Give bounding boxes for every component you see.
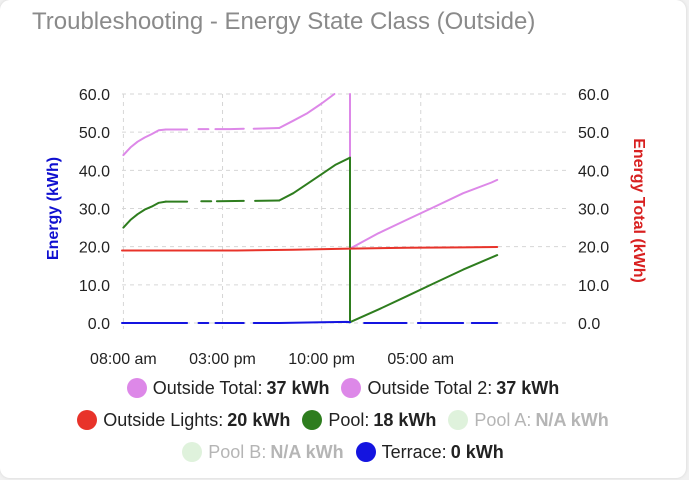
y-left-tick-label: 10.0 — [79, 278, 110, 295]
legend-value: 0 kWh — [450, 441, 504, 462]
legend-value: N/A kWh — [535, 409, 609, 430]
legend-row: Pool B: N/A kWh Terrace: 0 kWh — [0, 436, 686, 468]
series-line-pool — [278, 156, 351, 202]
legend-label: Outside Total: — [152, 377, 263, 398]
y-right-tick-label: 30.0 — [578, 202, 609, 219]
legend-value: 37 kWh — [266, 377, 330, 398]
series-line-outside-total — [122, 128, 167, 157]
series-line-pool — [349, 254, 499, 324]
legend-swatch — [77, 410, 98, 430]
x-tick-label: 05:00 am — [387, 351, 454, 368]
y-left-tick-label: 0.0 — [88, 316, 110, 333]
series-line-outside-total — [252, 127, 281, 130]
series-line-terrace — [252, 320, 351, 324]
legend-value: 37 kWh — [496, 377, 560, 398]
series-line-outside-lights — [121, 246, 499, 252]
y-right-tick-label: 40.0 — [578, 163, 609, 180]
legend-swatch — [126, 378, 147, 398]
legend-label: Outside Lights: — [103, 409, 224, 430]
chart-legend: Outside Total: 37 kWh Outside Total 2: 37 k… — [0, 372, 686, 468]
legend-label: Pool A: — [474, 409, 532, 430]
series-line-pool — [122, 200, 167, 229]
y-right-tick-label: 10.0 — [578, 278, 609, 295]
legend-item-pool[interactable]: Pool: 18 kWh — [302, 410, 436, 431]
card-title: Troubleshooting - Energy State Class (Ou… — [32, 8, 536, 35]
legend-swatch — [448, 410, 469, 430]
y-right-tick-label: 50.0 — [578, 125, 609, 142]
legend-label: Terrace: — [381, 441, 447, 462]
legend-row: Outside Lights: 20 kWh Pool: 18 kWh Pool A: N… — [0, 404, 686, 436]
y-left-tick-label: 40.0 — [79, 163, 110, 180]
legend-item-outside-lights[interactable]: Outside Lights: 20 kWh — [77, 410, 290, 431]
legend-value: N/A kWh — [270, 441, 344, 462]
legend-swatch — [302, 410, 323, 430]
y-right-tick-label: 20.0 — [578, 240, 609, 257]
legend-label: Outside Total 2: — [367, 377, 493, 398]
y-right-axis-title: Energy Total (kWh) — [630, 138, 647, 283]
legend-row: Outside Total: 37 kWh Outside Total 2: 37 k… — [0, 372, 686, 404]
legend-swatch — [355, 442, 376, 462]
y-right-tick-label: 60.0 — [578, 87, 609, 104]
y-left-tick-label: 30.0 — [79, 202, 110, 219]
line-chart[interactable]: 0.0 0.0 10.0 10.0 20.0 20.0 30.0 30.0 40.0 40.0 50… — [0, 0, 686, 372]
y-left-tick-label: 50.0 — [79, 125, 110, 142]
series-line-outside-total — [278, 93, 336, 129]
y-left-tick-label: 20.0 — [79, 240, 110, 257]
x-tick-label: 08:00 am — [90, 351, 157, 368]
x-tick-label: 03:00 pm — [189, 351, 256, 368]
y-right-tick-label: 0.0 — [578, 316, 600, 333]
x-tick-label: 10:00 pm — [288, 351, 355, 368]
legend-item-outside-total-2[interactable]: Outside Total 2: 37 kWh — [341, 378, 559, 399]
legend-value: 18 kWh — [373, 409, 437, 430]
legend-value: 20 kWh — [227, 409, 291, 430]
y-left-axis-title: Energy (kWh) — [45, 157, 62, 260]
legend-swatch — [341, 378, 362, 398]
legend-swatch — [182, 442, 203, 462]
y-left-tick-label: 60.0 — [79, 87, 110, 104]
legend-label: Pool: — [328, 409, 370, 430]
legend-item-outside-total[interactable]: Outside Total: 37 kWh — [126, 377, 330, 399]
series-line-outside-total — [349, 178, 499, 250]
legend-item-pool-b[interactable]: Pool B: N/A kWh — [182, 441, 344, 463]
legend-item-terrace[interactable]: Terrace: 0 kWh — [355, 441, 504, 463]
legend-label: Pool B: — [208, 441, 267, 462]
legend-item-pool-a[interactable]: Pool A: N/A kWh — [448, 409, 609, 431]
